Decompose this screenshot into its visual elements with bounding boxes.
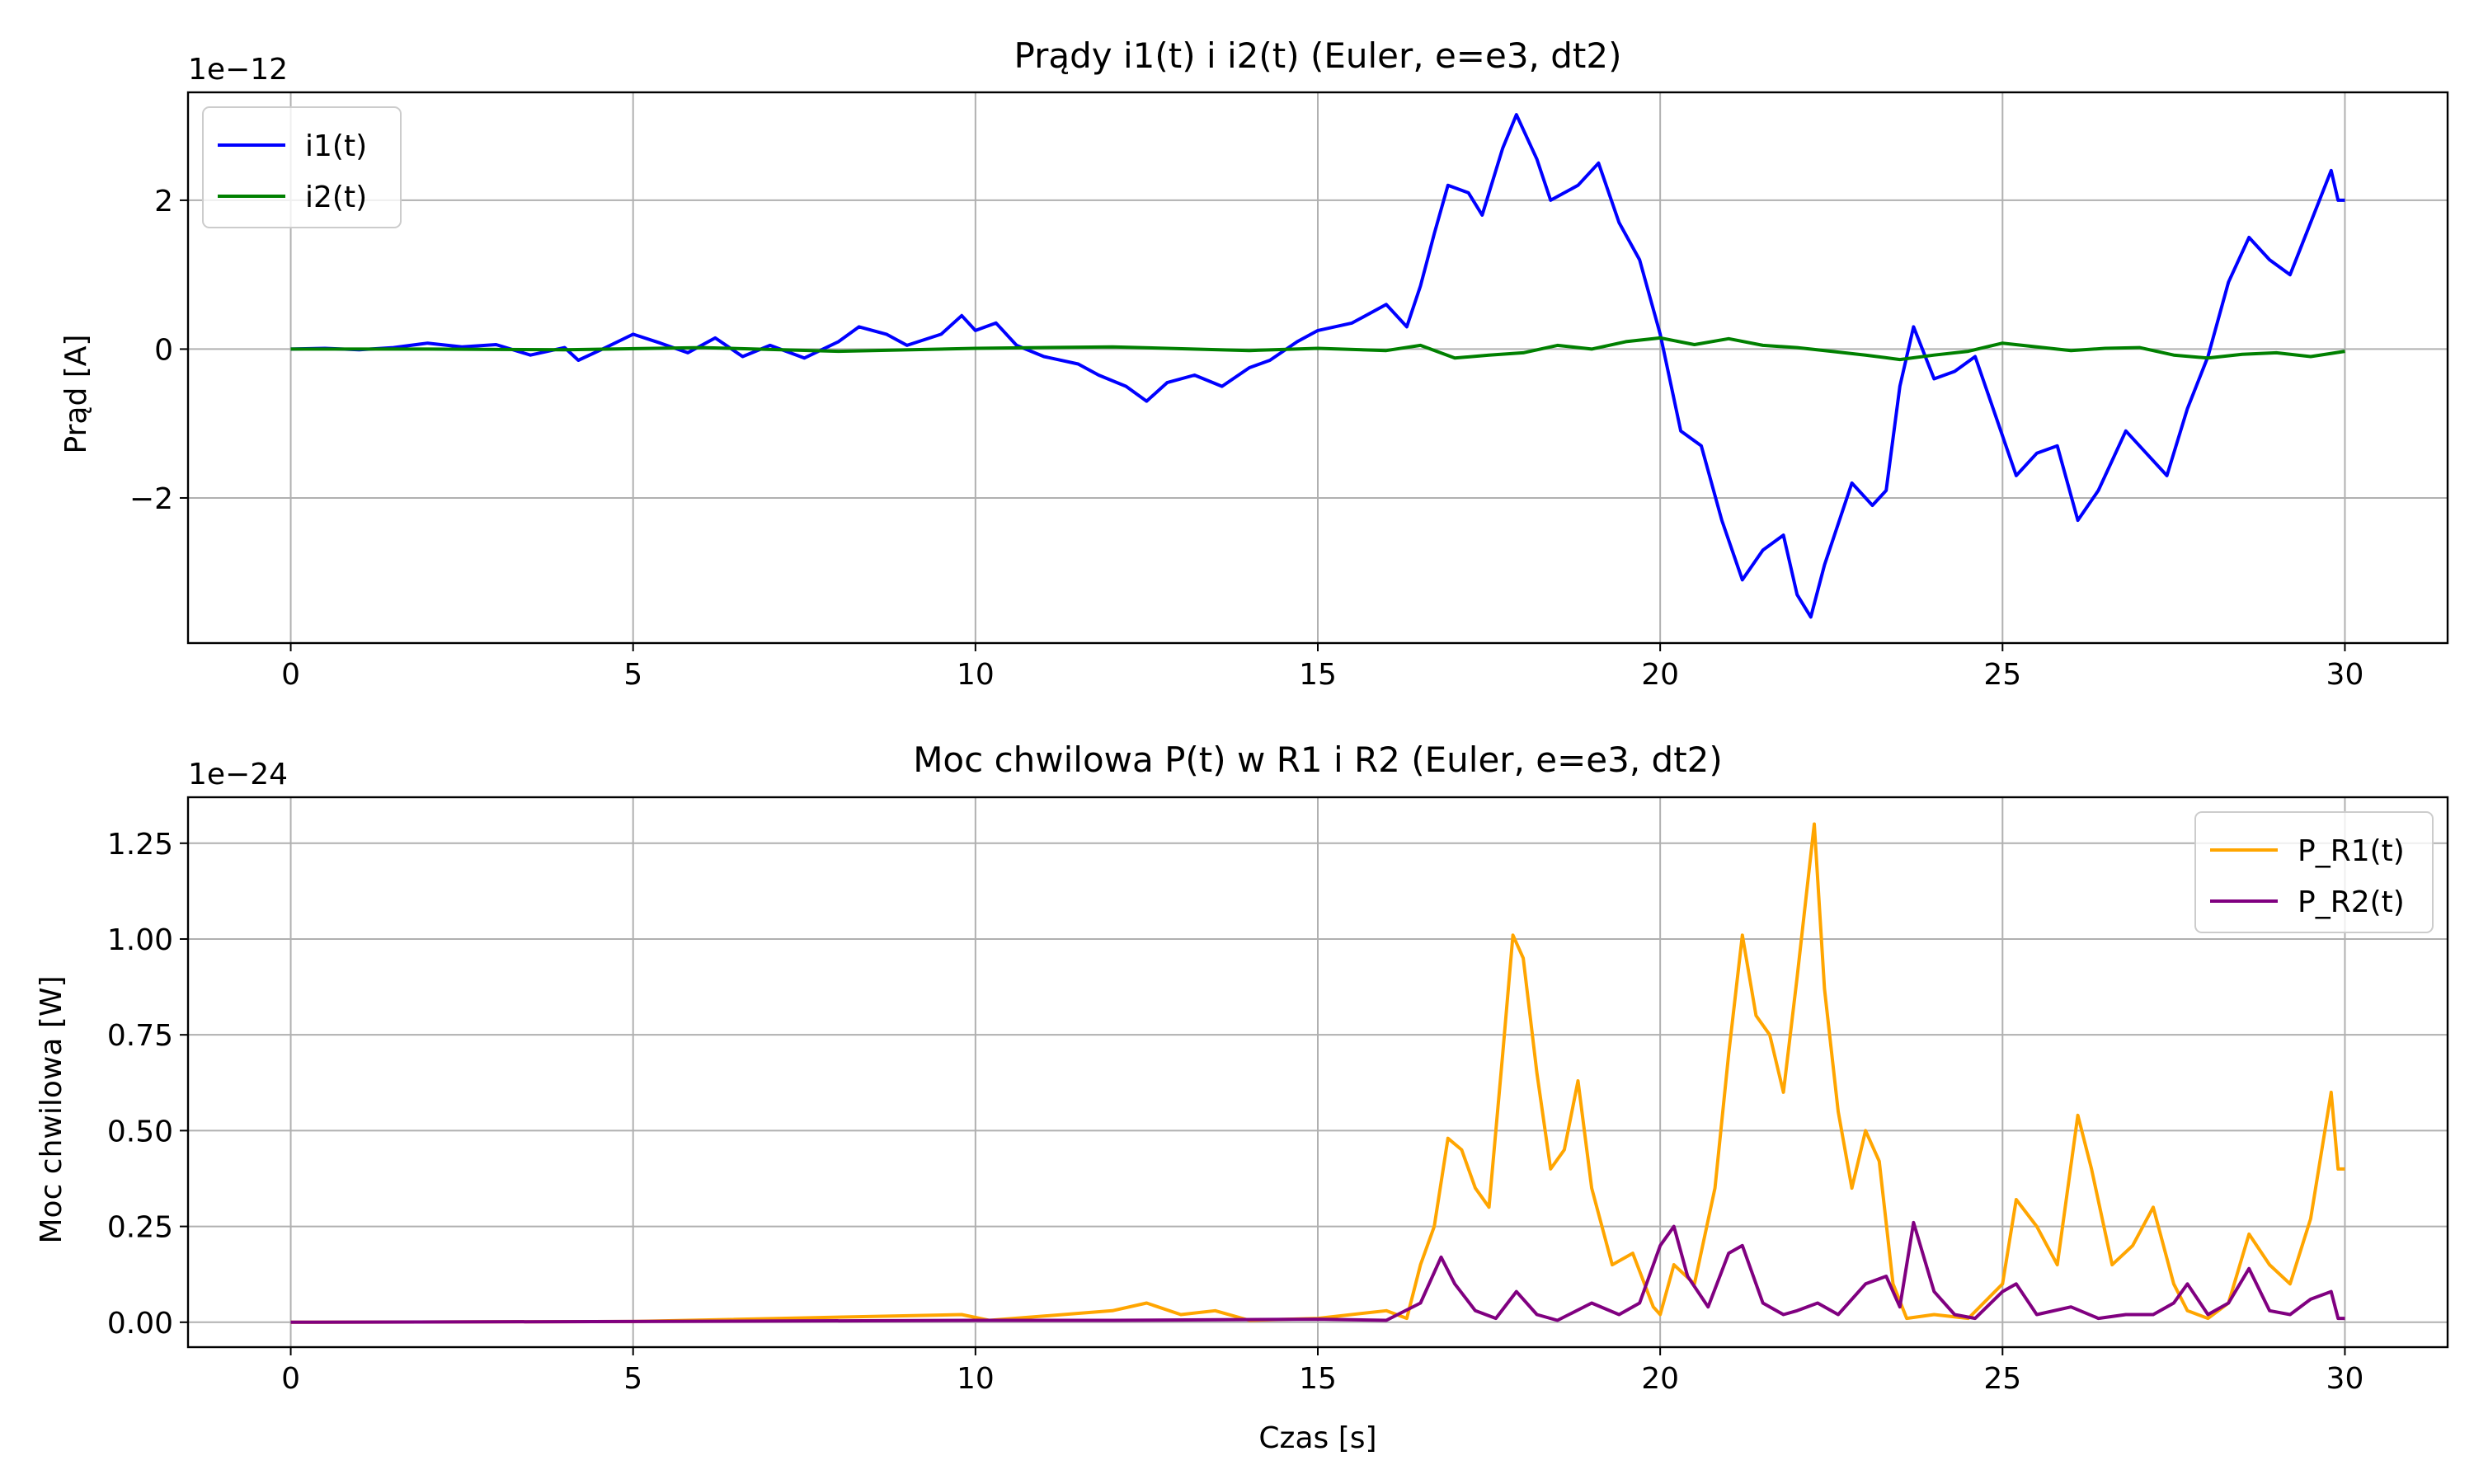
currents-chart-x-tick-label: 10 <box>957 658 995 692</box>
currents-chart-x-tick-label: 15 <box>1299 658 1337 692</box>
power-chart-legend-label: P_R1(t) <box>2298 834 2405 868</box>
currents-chart-offset-text: 1e−12 <box>188 53 288 87</box>
currents-chart-x-tick-label: 30 <box>2326 658 2364 692</box>
power-chart-title: Moc chwilowa P(t) w R1 i R2 (Euler, e=e3… <box>913 740 1723 780</box>
power-chart-series <box>290 822 2345 1324</box>
power-chart-x-tick-label: 10 <box>957 1362 995 1396</box>
currents-chart-title: Prądy i1(t) i i2(t) (Euler, e=e3, dt2) <box>1014 35 1622 76</box>
power-chart-grid <box>188 797 2448 1347</box>
currents-chart-y-tick-label: 0 <box>154 333 173 367</box>
currents-chart: Prądy i1(t) i i2(t) (Euler, e=e3, dt2) 1… <box>59 35 2449 692</box>
currents-chart-series-i1-t <box>290 113 2345 619</box>
currents-chart-ylabel: Prąd [A] <box>59 335 93 454</box>
power-chart-legend: P_R1(t) P_R2(t) <box>2194 811 2434 933</box>
power-chart-y-tick-label: 0.50 <box>107 1115 173 1148</box>
power-chart-y-tick-label: 1.25 <box>107 828 173 862</box>
power-chart-y-tick-label: 0.25 <box>107 1211 173 1245</box>
power-chart-y-tick-label: 0.00 <box>107 1307 173 1341</box>
power-chart-x-tick-label: 25 <box>1983 1362 2021 1396</box>
currents-chart-legend-label: i2(t) <box>305 181 367 214</box>
currents-chart-series <box>290 113 2345 619</box>
currents-chart-legend-label: i1(t) <box>305 129 367 163</box>
power-chart-xlabel: Czas [s] <box>1258 1421 1376 1455</box>
currents-chart-series-i2-t <box>290 336 2345 362</box>
currents-chart-x-tick-label: 20 <box>1641 658 1679 692</box>
power-chart-ticks: 0 5 10 15 20 25 30 0.00 0.25 0.50 0.75 1.00 1.25 <box>107 828 2364 1396</box>
currents-chart-x-tick-label: 5 <box>623 658 642 692</box>
power-chart-series-p-r1-t <box>290 822 2345 1324</box>
currents-chart-y-tick-label: 2 <box>154 185 173 218</box>
power-chart-ylabel: Moc chwilowa [W] <box>35 975 68 1243</box>
power-chart-series-p-r2-t <box>290 1220 2345 1324</box>
currents-chart-ticks: 0 5 10 15 20 25 30 −2 0 2 <box>129 185 2363 692</box>
power-chart-x-tick-label: 5 <box>623 1362 642 1396</box>
power-chart-x-tick-label: 0 <box>281 1362 300 1396</box>
currents-chart-y-tick-label: −2 <box>129 482 173 516</box>
currents-chart-legend: i1(t) i2(t) <box>202 106 402 228</box>
power-chart-x-tick-label: 30 <box>2326 1362 2364 1396</box>
currents-chart-x-tick-label: 25 <box>1983 658 2021 692</box>
power-chart-x-tick-label: 15 <box>1299 1362 1337 1396</box>
power-chart-offset-text: 1e−24 <box>188 758 288 791</box>
power-chart-x-tick-label: 20 <box>1641 1362 1679 1396</box>
currents-chart-legend-box <box>202 106 402 228</box>
power-chart: Moc chwilowa P(t) w R1 i R2 (Euler, e=e3… <box>35 740 2449 1455</box>
power-chart-y-tick-label: 0.75 <box>107 1019 173 1053</box>
power-chart-y-tick-label: 1.00 <box>107 923 173 957</box>
currents-chart-x-tick-label: 0 <box>281 658 300 692</box>
power-chart-legend-label: P_R2(t) <box>2298 885 2405 919</box>
